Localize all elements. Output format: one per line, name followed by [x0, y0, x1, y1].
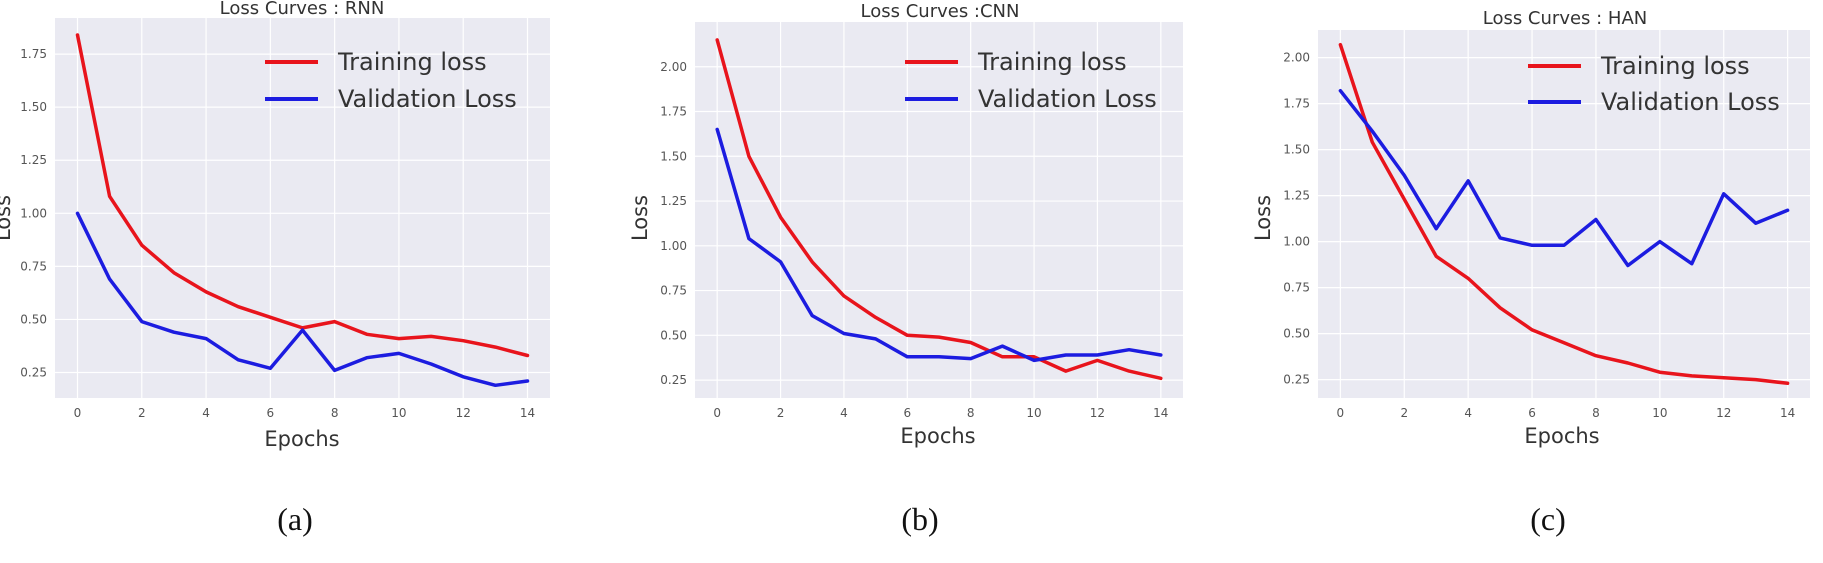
chart-title-han: Loss Curves : HAN: [1483, 8, 1648, 29]
x-axis-label-cnn: Epochs: [900, 424, 975, 448]
legend-rnn: Training loss Validation Loss: [265, 48, 517, 113]
y-tick-label: 0.75: [660, 284, 687, 298]
x-tick-label: 8: [1592, 406, 1600, 420]
x-ticks-cnn: 0 2 4 6 8 10 12 14: [713, 406, 1168, 420]
y-tick-label: 1.75: [660, 105, 687, 119]
grid-cnn: [695, 22, 1183, 398]
legend-han: Training loss Validation Loss: [1528, 52, 1780, 116]
training-loss-line-cnn: [715, 38, 1163, 381]
panel-han: 0 2 4 6 8 10 12 14 0.25 0.50 0.75 1.00 1.25 1.50 1.75…: [1251, 8, 1810, 537]
y-tick-label: 1.50: [20, 100, 47, 114]
y-tick-label: 2.00: [660, 60, 687, 74]
y-axis-label-han: Loss: [1251, 195, 1275, 241]
series-lines-rnn: [75, 33, 530, 388]
x-tick-label: 2: [138, 406, 146, 420]
y-tick-label: 0.75: [20, 259, 47, 273]
legend-cnn: Training loss Validation Loss: [905, 48, 1157, 113]
plot-area-cnn: [695, 22, 1183, 398]
validation-loss-line-han: [1338, 88, 1790, 268]
x-tick-label: 14: [1780, 406, 1795, 420]
x-axis-label-han: Epochs: [1524, 424, 1599, 448]
y-tick-label: 0.50: [660, 328, 687, 342]
x-tick-label: 10: [391, 406, 406, 420]
x-tick-label: 12: [1716, 406, 1731, 420]
grid-han: [1318, 30, 1810, 398]
grid-rnn: [55, 18, 550, 398]
y-tick-label: 1.00: [660, 239, 687, 253]
y-tick-label: 0.25: [20, 366, 47, 380]
training-loss-line-han: [1338, 42, 1790, 386]
panel-rnn: 0 2 4 6 8 10 12 14 0.25 0.50 0.75 1.00 1.25 1.50 1.75…: [0, 0, 550, 537]
chart-title-rnn: Loss Curves : RNN: [220, 0, 385, 19]
x-tick-label: 12: [1090, 406, 1105, 420]
x-tick-label: 12: [456, 406, 471, 420]
x-tick-label: 4: [1464, 406, 1472, 420]
x-tick-label: 8: [331, 406, 339, 420]
x-tick-label: 10: [1026, 406, 1041, 420]
caption-b: (b): [901, 501, 938, 537]
plot-area-han: [1318, 30, 1810, 398]
plot-area-rnn: [55, 18, 550, 398]
y-tick-label: 0.75: [1283, 281, 1310, 295]
x-tick-label: 14: [1153, 406, 1168, 420]
y-ticks-han: 0.25 0.50 0.75 1.00 1.25 1.50 1.75 2.00: [1283, 51, 1310, 387]
y-ticks-rnn: 0.25 0.50 0.75 1.00 1.25 1.50 1.75: [20, 47, 47, 379]
y-tick-label: 1.75: [20, 47, 47, 61]
y-tick-label: 1.25: [660, 194, 687, 208]
y-axis-label-rnn: Loss: [0, 195, 15, 241]
x-tick-label: 0: [74, 406, 82, 420]
x-tick-label: 2: [777, 406, 785, 420]
x-tick-label: 4: [202, 406, 210, 420]
validation-loss-line-cnn: [715, 127, 1163, 363]
y-tick-label: 1.00: [1283, 235, 1310, 249]
y-tick-label: 1.50: [1283, 143, 1310, 157]
y-tick-label: 1.25: [20, 153, 47, 167]
x-tick-label: 6: [267, 406, 275, 420]
y-tick-label: 0.50: [1283, 327, 1310, 341]
x-tick-label: 10: [1652, 406, 1667, 420]
legend-label-training-rnn: Training loss: [337, 48, 487, 76]
x-tick-label: 4: [840, 406, 848, 420]
legend-label-validation-han: Validation Loss: [1601, 88, 1780, 116]
panel-cnn: 0 2 4 6 8 10 12 14 0.25 0.50 0.75 1.00 1.25 1.50 1.75…: [628, 1, 1183, 537]
y-tick-label: 0.25: [1283, 373, 1310, 387]
y-ticks-cnn: 0.25 0.50 0.75 1.00 1.25 1.50 1.75 2.00: [660, 60, 687, 387]
x-tick-label: 0: [713, 406, 721, 420]
caption-a: (a): [277, 501, 313, 537]
y-axis-label-cnn: Loss: [628, 195, 652, 241]
training-loss-line-rnn: [75, 33, 530, 358]
x-tick-label: 6: [1528, 406, 1536, 420]
series-lines-han: [1338, 42, 1790, 386]
x-tick-label: 14: [520, 406, 535, 420]
x-ticks-rnn: 0 2 4 6 8 10 12 14: [74, 406, 535, 420]
y-tick-label: 0.50: [20, 312, 47, 326]
x-tick-label: 8: [967, 406, 975, 420]
y-tick-label: 1.00: [20, 206, 47, 220]
x-tick-label: 0: [1337, 406, 1345, 420]
y-tick-label: 2.00: [1283, 51, 1310, 65]
legend-label-training-han: Training loss: [1600, 52, 1750, 80]
validation-loss-line-rnn: [75, 211, 530, 388]
chart-title-cnn: Loss Curves :CNN: [861, 1, 1020, 22]
legend-label-training-cnn: Training loss: [977, 48, 1127, 76]
y-tick-label: 0.25: [660, 373, 687, 387]
y-tick-label: 1.75: [1283, 97, 1310, 111]
series-lines-cnn: [715, 38, 1163, 381]
caption-c: (c): [1530, 501, 1566, 537]
legend-label-validation-rnn: Validation Loss: [338, 85, 517, 113]
x-tick-label: 2: [1400, 406, 1408, 420]
y-tick-label: 1.25: [1283, 189, 1310, 203]
y-tick-label: 1.50: [660, 149, 687, 163]
x-tick-label: 6: [903, 406, 911, 420]
legend-label-validation-cnn: Validation Loss: [978, 85, 1157, 113]
x-ticks-han: 0 2 4 6 8 10 12 14: [1337, 406, 1796, 420]
x-axis-label-rnn: Epochs: [264, 427, 339, 451]
